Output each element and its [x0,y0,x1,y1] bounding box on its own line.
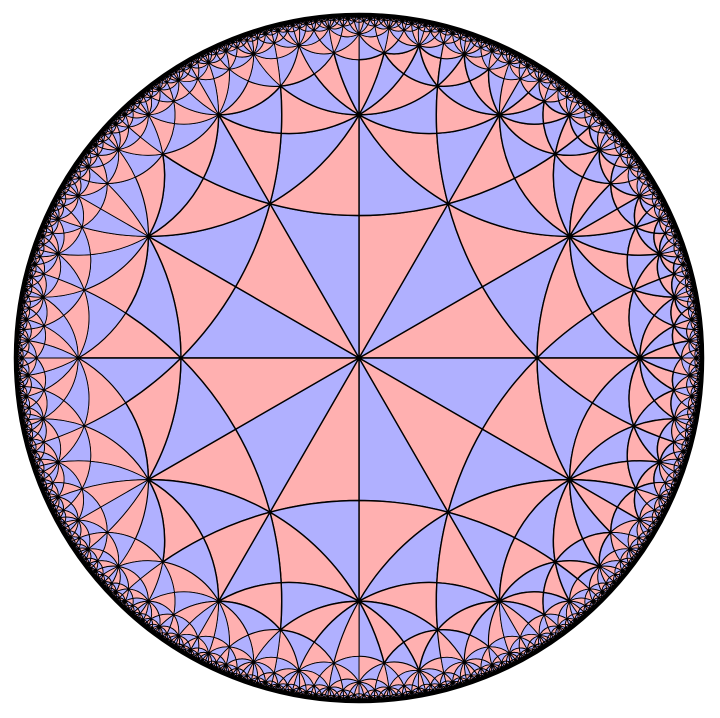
tile-triangle [695,308,699,310]
tile-triangle [695,406,699,408]
tile-layer [15,14,703,702]
